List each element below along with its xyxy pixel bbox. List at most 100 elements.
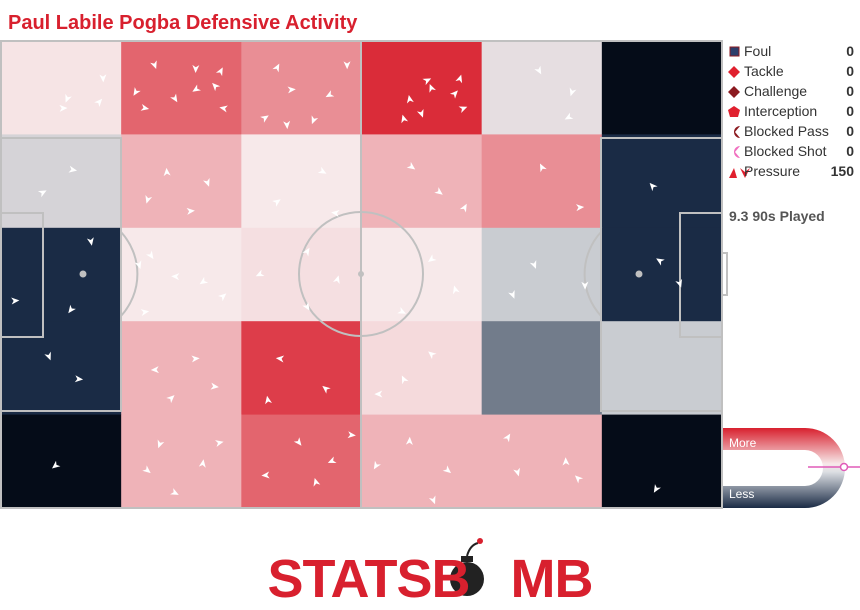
left-penalty-arc [120, 231, 139, 317]
legend-count: 0 [846, 63, 854, 79]
pressure-mark [534, 65, 542, 75]
pressure-mark [37, 190, 47, 198]
pressure-marks [11, 60, 682, 505]
heatmap-cell [1, 134, 122, 229]
pressure-mark [51, 460, 61, 469]
heatmap-cell [1, 321, 122, 416]
heatmap-cell [361, 414, 483, 509]
heatmap-cell [481, 414, 603, 509]
pressure-mark [401, 375, 409, 385]
colour-scale-bar [723, 428, 845, 508]
pressure-mark [564, 112, 574, 120]
pressure-mark [217, 293, 227, 302]
pressure-mark [146, 250, 154, 260]
pressure-mark [575, 204, 585, 212]
heatmap-cell [1, 227, 122, 322]
pressure-mark [581, 281, 589, 290]
pressure-mark [428, 254, 437, 263]
pressure-mark [255, 269, 265, 277]
heatmap-cell [481, 41, 603, 135]
pressure-mark [210, 382, 219, 390]
pressure-mark [449, 90, 458, 99]
pressure-mark [442, 465, 452, 474]
heatmap-cells [1, 41, 723, 509]
pressure-mark [203, 178, 210, 187]
pressure-mark [302, 301, 310, 311]
legend-item-pressure: Pressure 150 [727, 162, 855, 182]
legend-count: 0 [846, 83, 854, 99]
statsbomb-bomb-logo [450, 538, 484, 596]
pressure-mark [272, 63, 280, 73]
statsbomb-logo: STATSBOMB [267, 549, 594, 609]
legend-item-blocked-pass: Blocked Pass 0 [727, 122, 855, 142]
pressure-mark [142, 465, 151, 474]
ninety-minutes-played: 9.3 90s Played [729, 208, 825, 224]
heatmap-cell [121, 227, 242, 322]
right-penalty-arc [583, 231, 602, 317]
pitch-lines [0, 40, 728, 509]
pressure-mark [86, 237, 94, 246]
pressure-mark [150, 60, 157, 70]
foul-icon [729, 46, 740, 57]
pressure-icon [729, 168, 750, 178]
heatmap-cell [481, 134, 603, 229]
pressure-mark [574, 475, 584, 484]
pressure-mark [459, 203, 467, 213]
scale-more-label: More [729, 436, 757, 450]
pressure-mark [275, 355, 285, 363]
pressure-mark [401, 114, 409, 124]
pressure-mark [569, 87, 577, 97]
pressure-mark [332, 275, 340, 285]
pressure-mark [656, 258, 665, 266]
pressure-mark [59, 104, 68, 112]
pressure-mark [68, 304, 76, 314]
legend-item-challenge: Challenge 0 [727, 82, 855, 102]
pressure-mark [374, 390, 383, 398]
pressure-mark [649, 182, 658, 192]
heatmap-cell [601, 134, 723, 229]
pressure-mark [68, 165, 78, 173]
pressure-mark [133, 87, 141, 96]
blocked-shot-icon [734, 146, 740, 158]
pressure-mark [347, 431, 356, 439]
centre-spot [358, 271, 364, 277]
pressure-mark [397, 306, 406, 314]
heatmap-cell [361, 227, 483, 322]
pressure-mark [170, 93, 178, 103]
heatmap-cell [241, 134, 362, 229]
pressure-mark [455, 74, 463, 84]
pressure-mark [503, 433, 511, 443]
pressure-mark [313, 477, 321, 487]
tackle-icon [728, 66, 740, 78]
pressure-mark [191, 355, 200, 363]
pressure-mark [293, 437, 302, 446]
pressure-mark [458, 106, 468, 113]
pressure-mark [452, 285, 460, 295]
legend-count: 0 [846, 143, 854, 159]
pressure-mark [199, 276, 209, 285]
pressure-mark [406, 94, 414, 104]
blocked-pass-icon [734, 126, 740, 138]
pressure-mark [429, 83, 436, 93]
pressure-mark [99, 74, 107, 83]
pressure-mark [215, 440, 224, 447]
left-goal [0, 252, 2, 296]
legend-label: Tackle [744, 63, 784, 79]
pressure-mark [163, 167, 171, 177]
legend-icons [728, 46, 750, 178]
heatmap-cell [361, 134, 483, 229]
pressure-mark [261, 471, 270, 479]
pressure-mark [145, 194, 153, 204]
pressure-mark [94, 98, 103, 108]
right-penalty-spot [635, 270, 643, 278]
pressure-mark [343, 61, 351, 70]
pressure-mark [192, 64, 200, 73]
pressure-mark [675, 278, 682, 288]
legend-label: Foul [744, 43, 772, 59]
pressure-mark [539, 163, 547, 173]
pressure-mark [11, 297, 20, 305]
heatmap-cell [121, 134, 242, 229]
legend-label: Blocked Pass [744, 123, 829, 139]
pressure-mark [317, 166, 327, 174]
heatmap-cell [601, 41, 723, 135]
